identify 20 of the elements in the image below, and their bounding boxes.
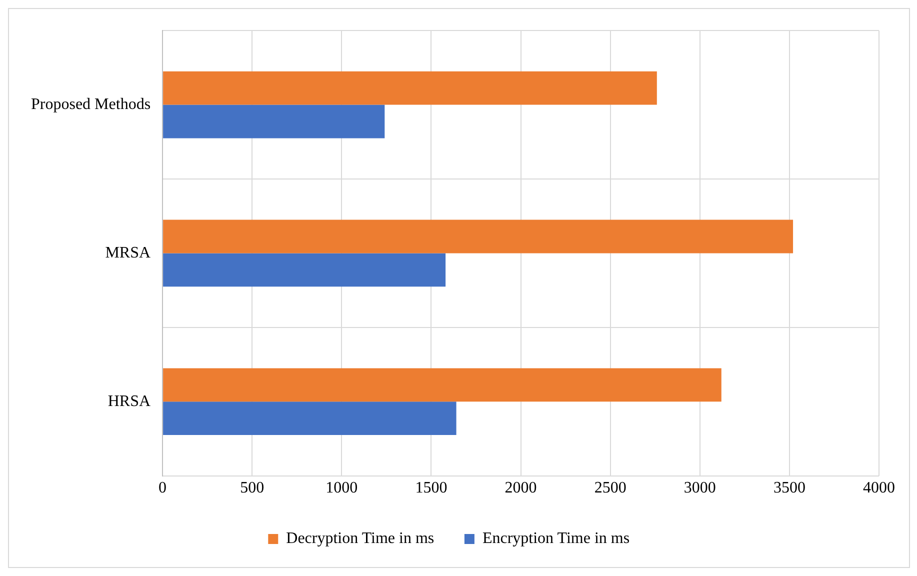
bar [163, 253, 446, 287]
x-tick-label: 0 [158, 480, 167, 497]
x-tick-label: 500 [240, 480, 264, 497]
x-tick-label: 3000 [684, 480, 716, 497]
x-tick-label: 3500 [773, 480, 806, 497]
y-tick-label: Proposed Methods [30, 96, 151, 114]
legend-label: Decryption Time in ms [286, 530, 434, 548]
x-tick-label: 2000 [504, 480, 537, 497]
x-tick-label: 1000 [326, 480, 358, 497]
bar [163, 368, 722, 402]
y-tick-label: MRSA [105, 244, 151, 262]
legend-label: Encryption Time in ms [482, 530, 630, 548]
x-tick-label: 1500 [415, 480, 448, 497]
bar [163, 104, 385, 138]
x-tick-label: 4000 [863, 480, 895, 497]
bar [163, 220, 794, 254]
y-tick-label: HRSA [108, 392, 151, 410]
bar [163, 402, 456, 435]
x-tick-label: 2500 [594, 480, 626, 497]
bar [163, 71, 657, 105]
